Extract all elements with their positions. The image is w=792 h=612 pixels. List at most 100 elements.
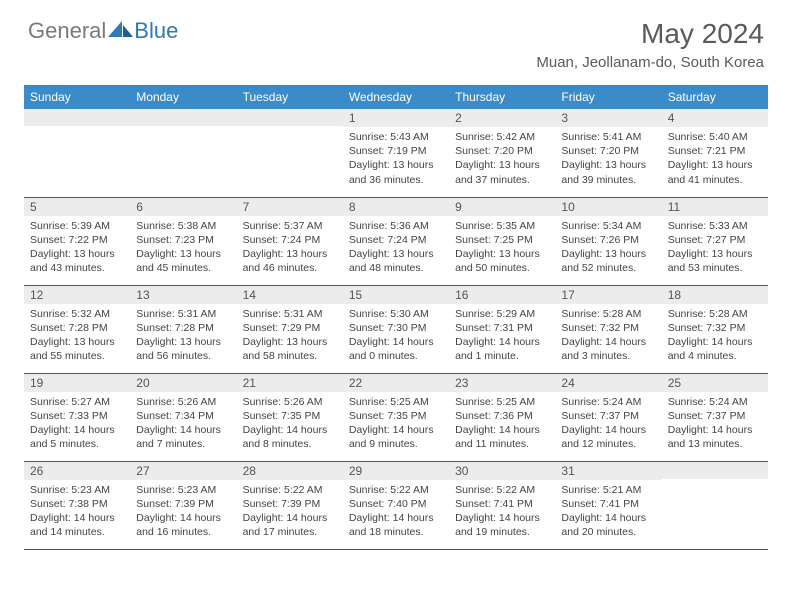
weekday-header: Sunday (24, 85, 130, 109)
day-number: 25 (662, 374, 768, 392)
calendar-week-row: 1Sunrise: 5:43 AMSunset: 7:19 PMDaylight… (24, 109, 768, 197)
calendar-cell: 18Sunrise: 5:28 AMSunset: 7:32 PMDayligh… (662, 285, 768, 373)
day-number: 20 (130, 374, 236, 392)
sunset-text: Sunset: 7:20 PM (455, 144, 549, 158)
sunset-text: Sunset: 7:24 PM (349, 233, 443, 247)
calendar-cell: 19Sunrise: 5:27 AMSunset: 7:33 PMDayligh… (24, 373, 130, 461)
daylight-text: Daylight: 14 hours and 11 minutes. (455, 423, 549, 451)
sunrise-text: Sunrise: 5:23 AM (30, 483, 124, 497)
cell-details: Sunrise: 5:21 AMSunset: 7:41 PMDaylight:… (555, 480, 661, 544)
sunset-text: Sunset: 7:38 PM (30, 497, 124, 511)
sunrise-text: Sunrise: 5:22 AM (349, 483, 443, 497)
calendar-cell: 31Sunrise: 5:21 AMSunset: 7:41 PMDayligh… (555, 461, 661, 549)
sunset-text: Sunset: 7:41 PM (561, 497, 655, 511)
weekday-header: Wednesday (343, 85, 449, 109)
sunrise-text: Sunrise: 5:21 AM (561, 483, 655, 497)
day-number (237, 109, 343, 126)
cell-details: Sunrise: 5:40 AMSunset: 7:21 PMDaylight:… (662, 127, 768, 191)
calendar-cell: 1Sunrise: 5:43 AMSunset: 7:19 PMDaylight… (343, 109, 449, 197)
day-number: 17 (555, 286, 661, 304)
sunrise-text: Sunrise: 5:24 AM (561, 395, 655, 409)
day-number: 15 (343, 286, 449, 304)
day-number: 6 (130, 198, 236, 216)
sunset-text: Sunset: 7:19 PM (349, 144, 443, 158)
calendar-cell: 29Sunrise: 5:22 AMSunset: 7:40 PMDayligh… (343, 461, 449, 549)
sunrise-text: Sunrise: 5:41 AM (561, 130, 655, 144)
weekday-header: Tuesday (237, 85, 343, 109)
calendar-cell: 6Sunrise: 5:38 AMSunset: 7:23 PMDaylight… (130, 197, 236, 285)
day-number: 3 (555, 109, 661, 127)
calendar-cell: 26Sunrise: 5:23 AMSunset: 7:38 PMDayligh… (24, 461, 130, 549)
sunrise-text: Sunrise: 5:31 AM (136, 307, 230, 321)
calendar-week-row: 19Sunrise: 5:27 AMSunset: 7:33 PMDayligh… (24, 373, 768, 461)
sunset-text: Sunset: 7:27 PM (668, 233, 762, 247)
page-header: General Blue May 2024 Muan, Jeollanam-do… (0, 0, 792, 77)
day-number: 8 (343, 198, 449, 216)
daylight-text: Daylight: 13 hours and 41 minutes. (668, 158, 762, 186)
sunrise-text: Sunrise: 5:23 AM (136, 483, 230, 497)
logo: General Blue (28, 18, 178, 44)
sunset-text: Sunset: 7:32 PM (668, 321, 762, 335)
sunrise-text: Sunrise: 5:26 AM (243, 395, 337, 409)
cell-details: Sunrise: 5:38 AMSunset: 7:23 PMDaylight:… (130, 216, 236, 280)
cell-details: Sunrise: 5:37 AMSunset: 7:24 PMDaylight:… (237, 216, 343, 280)
logo-text-general: General (28, 18, 106, 44)
day-number (662, 462, 768, 479)
sunrise-text: Sunrise: 5:27 AM (30, 395, 124, 409)
daylight-text: Daylight: 14 hours and 1 minute. (455, 335, 549, 363)
calendar-cell: 4Sunrise: 5:40 AMSunset: 7:21 PMDaylight… (662, 109, 768, 197)
daylight-text: Daylight: 13 hours and 46 minutes. (243, 247, 337, 275)
sunrise-text: Sunrise: 5:34 AM (561, 219, 655, 233)
sunrise-text: Sunrise: 5:25 AM (349, 395, 443, 409)
sunset-text: Sunset: 7:39 PM (136, 497, 230, 511)
sunrise-text: Sunrise: 5:26 AM (136, 395, 230, 409)
calendar-cell: 23Sunrise: 5:25 AMSunset: 7:36 PMDayligh… (449, 373, 555, 461)
sunrise-text: Sunrise: 5:43 AM (349, 130, 443, 144)
sunset-text: Sunset: 7:24 PM (243, 233, 337, 247)
sunset-text: Sunset: 7:37 PM (561, 409, 655, 423)
weekday-header: Monday (130, 85, 236, 109)
daylight-text: Daylight: 14 hours and 5 minutes. (30, 423, 124, 451)
day-number: 21 (237, 374, 343, 392)
cell-details: Sunrise: 5:31 AMSunset: 7:29 PMDaylight:… (237, 304, 343, 368)
daylight-text: Daylight: 14 hours and 3 minutes. (561, 335, 655, 363)
sunrise-text: Sunrise: 5:33 AM (668, 219, 762, 233)
sunrise-text: Sunrise: 5:35 AM (455, 219, 549, 233)
calendar-cell (662, 461, 768, 549)
calendar-cell: 7Sunrise: 5:37 AMSunset: 7:24 PMDaylight… (237, 197, 343, 285)
sunset-text: Sunset: 7:21 PM (668, 144, 762, 158)
cell-details: Sunrise: 5:23 AMSunset: 7:39 PMDaylight:… (130, 480, 236, 544)
calendar-cell: 11Sunrise: 5:33 AMSunset: 7:27 PMDayligh… (662, 197, 768, 285)
calendar-cell: 2Sunrise: 5:42 AMSunset: 7:20 PMDaylight… (449, 109, 555, 197)
sunset-text: Sunset: 7:22 PM (30, 233, 124, 247)
day-number: 11 (662, 198, 768, 216)
cell-details: Sunrise: 5:35 AMSunset: 7:25 PMDaylight:… (449, 216, 555, 280)
cell-details: Sunrise: 5:22 AMSunset: 7:39 PMDaylight:… (237, 480, 343, 544)
daylight-text: Daylight: 13 hours and 36 minutes. (349, 158, 443, 186)
calendar-cell: 22Sunrise: 5:25 AMSunset: 7:35 PMDayligh… (343, 373, 449, 461)
calendar-cell: 12Sunrise: 5:32 AMSunset: 7:28 PMDayligh… (24, 285, 130, 373)
daylight-text: Daylight: 14 hours and 9 minutes. (349, 423, 443, 451)
sunset-text: Sunset: 7:25 PM (455, 233, 549, 247)
daylight-text: Daylight: 13 hours and 52 minutes. (561, 247, 655, 275)
sunset-text: Sunset: 7:30 PM (349, 321, 443, 335)
cell-details: Sunrise: 5:23 AMSunset: 7:38 PMDaylight:… (24, 480, 130, 544)
month-title: May 2024 (536, 18, 764, 50)
calendar-cell: 17Sunrise: 5:28 AMSunset: 7:32 PMDayligh… (555, 285, 661, 373)
cell-details: Sunrise: 5:28 AMSunset: 7:32 PMDaylight:… (662, 304, 768, 368)
calendar-cell: 30Sunrise: 5:22 AMSunset: 7:41 PMDayligh… (449, 461, 555, 549)
calendar-cell: 28Sunrise: 5:22 AMSunset: 7:39 PMDayligh… (237, 461, 343, 549)
day-number (130, 109, 236, 126)
day-number: 10 (555, 198, 661, 216)
cell-details: Sunrise: 5:28 AMSunset: 7:32 PMDaylight:… (555, 304, 661, 368)
sunset-text: Sunset: 7:29 PM (243, 321, 337, 335)
cell-details: Sunrise: 5:33 AMSunset: 7:27 PMDaylight:… (662, 216, 768, 280)
day-number: 13 (130, 286, 236, 304)
sunset-text: Sunset: 7:41 PM (455, 497, 549, 511)
daylight-text: Daylight: 14 hours and 0 minutes. (349, 335, 443, 363)
sunset-text: Sunset: 7:28 PM (30, 321, 124, 335)
sunrise-text: Sunrise: 5:31 AM (243, 307, 337, 321)
day-number: 30 (449, 462, 555, 480)
calendar-cell: 13Sunrise: 5:31 AMSunset: 7:28 PMDayligh… (130, 285, 236, 373)
cell-details: Sunrise: 5:43 AMSunset: 7:19 PMDaylight:… (343, 127, 449, 191)
